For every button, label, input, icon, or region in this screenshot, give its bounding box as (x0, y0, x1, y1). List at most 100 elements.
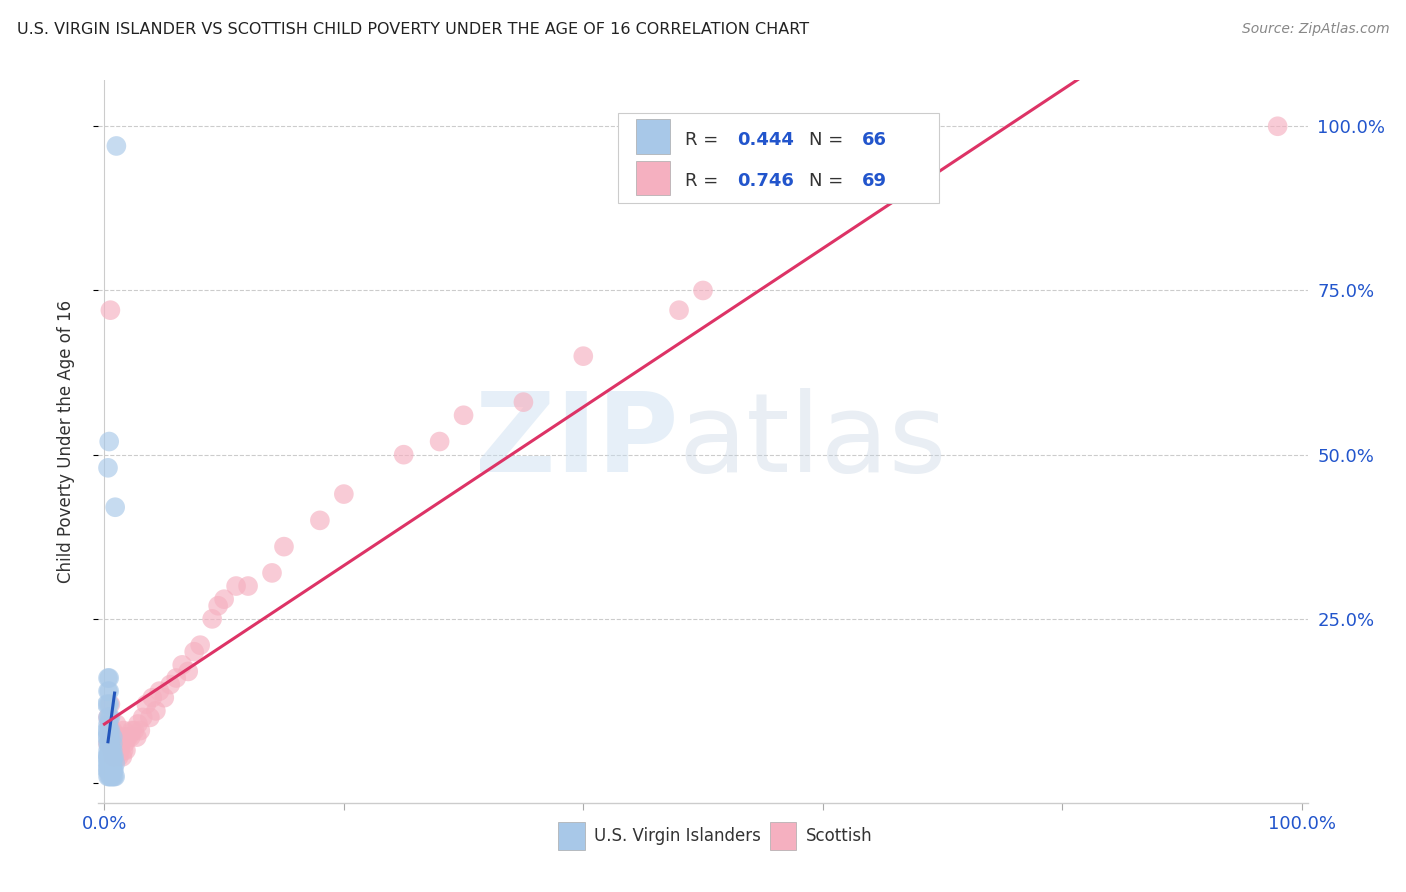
Point (98, 717, 121, 731)
Point (165, 671, 187, 685)
Point (97, 749, 120, 764)
Point (121, 723, 143, 738)
Point (100, 730, 122, 744)
Point (201, 612, 224, 626)
Point (98, 710, 121, 724)
Point (212, 592, 235, 607)
Point (101, 749, 124, 764)
Point (100, 723, 122, 738)
Point (115, 743, 138, 757)
Point (104, 770, 127, 784)
Point (135, 698, 157, 712)
Point (96, 763, 118, 777)
Point (100, 756, 122, 771)
Point (97, 743, 120, 757)
Point (183, 645, 205, 659)
Point (97, 684, 120, 698)
Point (100, 710, 122, 724)
Point (101, 756, 124, 771)
Text: N =: N = (810, 172, 849, 190)
Point (97, 737, 120, 751)
Point (101, 723, 124, 738)
Point (309, 513, 332, 527)
Point (668, 303, 690, 318)
Point (100, 763, 122, 777)
Point (125, 730, 148, 744)
Point (97, 749, 120, 764)
Point (100, 770, 122, 784)
Point (124, 723, 146, 738)
Point (139, 710, 162, 724)
Point (97, 763, 120, 777)
Bar (558, 822, 585, 850)
Point (104, 730, 127, 744)
Point (98, 723, 121, 738)
Point (225, 579, 247, 593)
Point (100, 763, 122, 777)
Bar (637, 161, 671, 195)
Point (104, 743, 127, 757)
Point (98, 671, 121, 685)
Point (103, 749, 125, 764)
Point (105, 717, 128, 731)
Y-axis label: Child Poverty Under the Age of 16: Child Poverty Under the Age of 16 (56, 300, 75, 583)
Point (97, 770, 120, 784)
Point (97, 710, 120, 724)
Text: Source: ZipAtlas.com: Source: ZipAtlas.com (1241, 22, 1389, 37)
Point (101, 737, 124, 751)
Point (108, 743, 131, 757)
Point (273, 540, 295, 554)
Text: 0.746: 0.746 (737, 172, 794, 190)
Point (101, 763, 124, 777)
Text: 0.444: 0.444 (737, 130, 794, 149)
Point (98, 763, 121, 777)
Point (148, 684, 170, 698)
Point (100, 749, 122, 764)
Point (105, 749, 128, 764)
Point (103, 730, 125, 744)
Point (1267, 120, 1289, 134)
Point (97, 671, 120, 685)
Point (98, 434, 121, 449)
Point (100, 770, 122, 784)
Point (100, 763, 122, 777)
Point (97, 710, 120, 724)
Point (110, 737, 132, 751)
Point (98, 756, 121, 771)
Point (145, 704, 167, 718)
Point (333, 487, 356, 501)
Point (101, 770, 124, 784)
Point (100, 756, 122, 771)
Point (172, 657, 194, 672)
Text: N =: N = (810, 130, 849, 149)
Point (692, 284, 714, 298)
Point (97, 460, 120, 475)
Point (101, 737, 124, 751)
Point (100, 743, 122, 757)
Text: U.S. VIRGIN ISLANDER VS SCOTTISH CHILD POVERTY UNDER THE AGE OF 16 CORRELATION C: U.S. VIRGIN ISLANDER VS SCOTTISH CHILD P… (17, 22, 808, 37)
Point (132, 710, 155, 724)
Point (112, 743, 135, 757)
Point (103, 749, 125, 764)
Point (260, 566, 283, 580)
Text: U.S. Virgin Islanders: U.S. Virgin Islanders (595, 827, 761, 845)
Point (114, 737, 136, 751)
Point (207, 599, 229, 613)
Point (115, 730, 138, 744)
Point (97, 717, 120, 731)
Point (108, 730, 131, 744)
Point (120, 730, 142, 744)
Point (100, 303, 122, 318)
Text: 66: 66 (862, 130, 886, 149)
Point (100, 743, 122, 757)
Point (97, 698, 120, 712)
Point (104, 756, 127, 771)
Text: Scottish: Scottish (806, 827, 872, 845)
Text: 69: 69 (862, 172, 886, 190)
Point (100, 749, 122, 764)
Point (103, 763, 125, 777)
Point (236, 579, 259, 593)
Text: ZIP: ZIP (475, 388, 679, 495)
Point (105, 743, 128, 757)
Point (103, 743, 125, 757)
